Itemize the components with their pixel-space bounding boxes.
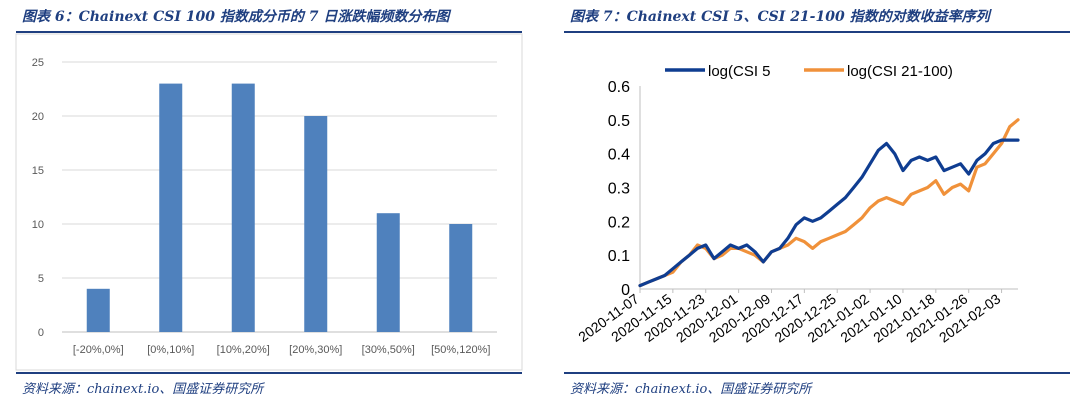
legend-label: log(CSI 21-100) <box>847 63 953 80</box>
left-footer-rule <box>16 372 522 374</box>
right-footer-rule <box>564 372 1070 374</box>
bar-y-tick-label: 10 <box>32 219 44 231</box>
bar-chart: 0 5 10 15 20 25 [-20%,0%] [0%,10%] [10%,20%] [20%… <box>15 33 523 371</box>
bar-x-tick-label: [-20%,0%] <box>73 344 124 356</box>
legend-label: log(CSI 5 <box>708 63 771 80</box>
series-csi21-100-line <box>638 118 1020 288</box>
line-y-tick-label: 0.2 <box>608 214 630 231</box>
left-chart-title: 图表 6：Chainext CSI 100 指数成分币的 7 日涨跌幅频数分布图 <box>22 9 450 25</box>
line-y-tick-label: 0.3 <box>608 181 630 198</box>
bar-chart-frame <box>15 33 523 371</box>
line-y-tick-label: 0 <box>621 282 630 299</box>
left-chart-panel: 图表 6：Chainext CSI 100 指数成分币的 7 日涨跌幅频数分布图… <box>0 0 528 404</box>
bar-y-tick-label: 5 <box>38 273 44 285</box>
bar <box>159 83 183 332</box>
bar-y-tick-label: 25 <box>32 57 44 69</box>
line-chart: 00.10.20.30.40.50.62020-11-072020-11-152… <box>575 63 1020 346</box>
bar-x-tick-label: [10%,20%] <box>217 344 270 356</box>
line-y-tick-label: 0.1 <box>608 248 630 265</box>
bar-x-tick-label: [20%,30%] <box>289 344 342 356</box>
bar <box>304 116 328 332</box>
line-y-tick-label: 0.6 <box>608 79 630 96</box>
bar-x-tick-label: [0%,10%] <box>147 344 194 356</box>
line-y-tick-label: 0.5 <box>608 113 630 130</box>
line-y-tick-label: 0.4 <box>608 147 630 164</box>
bar <box>449 224 473 332</box>
bar <box>376 213 400 332</box>
bar-y-tick-label: 20 <box>32 111 44 123</box>
right-chart-panel: 图表 7：Chainext CSI 5、CSI 21-100 指数的对数收益率序… <box>548 0 1076 404</box>
bar-x-tick-label: [50%,120%] <box>431 344 490 356</box>
left-title-rule <box>16 31 522 33</box>
right-source-note: 资料来源：chainext.io、国盛证券研究所 <box>570 382 812 397</box>
bar-y-tick-label: 0 <box>38 327 44 339</box>
left-source-note: 资料来源：chainext.io、国盛证券研究所 <box>22 382 264 397</box>
bar-x-tick-label: [30%,50%] <box>362 344 415 356</box>
right-title-rule <box>564 31 1070 33</box>
bar-y-tick-label: 15 <box>32 165 44 177</box>
bar <box>86 288 110 332</box>
bar <box>231 83 255 332</box>
right-chart-title: 图表 7：Chainext CSI 5、CSI 21-100 指数的对数收益率序… <box>570 9 990 25</box>
series-csi5-line <box>638 138 1020 288</box>
